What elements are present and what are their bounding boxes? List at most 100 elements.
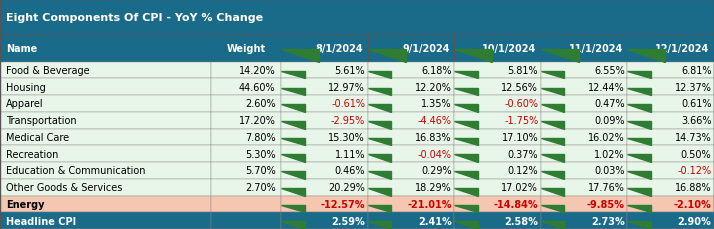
Bar <box>628 146 714 162</box>
Bar <box>541 179 628 196</box>
Polygon shape <box>541 138 564 146</box>
Bar <box>368 196 454 212</box>
Bar <box>368 79 454 96</box>
Bar <box>628 112 714 129</box>
Polygon shape <box>628 172 651 179</box>
Polygon shape <box>368 138 391 146</box>
Polygon shape <box>368 105 391 112</box>
Polygon shape <box>628 138 651 146</box>
Polygon shape <box>454 155 478 162</box>
Polygon shape <box>541 155 564 162</box>
Polygon shape <box>368 71 391 79</box>
Text: -0.12%: -0.12% <box>678 166 711 176</box>
Polygon shape <box>628 88 651 96</box>
Text: 0.12%: 0.12% <box>508 166 538 176</box>
Bar <box>281 96 368 112</box>
Bar <box>211 162 281 179</box>
Text: Energy: Energy <box>6 199 44 209</box>
Bar <box>368 212 454 229</box>
Polygon shape <box>628 155 651 162</box>
Text: 0.61%: 0.61% <box>681 99 711 109</box>
Polygon shape <box>454 138 478 146</box>
Bar <box>541 112 628 129</box>
Bar <box>211 146 281 162</box>
Bar <box>628 35 714 62</box>
Text: 11/1/2024: 11/1/2024 <box>569 44 623 54</box>
Text: 14.20%: 14.20% <box>238 66 276 76</box>
Polygon shape <box>454 221 478 229</box>
Bar <box>454 146 541 162</box>
Text: 7.80%: 7.80% <box>245 132 276 142</box>
Bar <box>628 212 714 229</box>
Text: 12.37%: 12.37% <box>675 82 711 92</box>
Text: -0.60%: -0.60% <box>504 99 538 109</box>
Polygon shape <box>541 88 564 96</box>
Polygon shape <box>628 221 651 229</box>
Text: 2.58%: 2.58% <box>504 216 538 226</box>
Text: Other Goods & Services: Other Goods & Services <box>6 182 122 192</box>
Text: -2.95%: -2.95% <box>331 116 365 126</box>
Polygon shape <box>368 88 391 96</box>
Bar <box>628 162 714 179</box>
Text: 12.44%: 12.44% <box>588 82 625 92</box>
Text: 3.66%: 3.66% <box>681 116 711 126</box>
Text: 5.81%: 5.81% <box>508 66 538 76</box>
Bar <box>368 146 454 162</box>
Bar <box>368 162 454 179</box>
Bar <box>281 112 368 129</box>
Bar <box>368 62 454 79</box>
Polygon shape <box>454 121 478 129</box>
Bar <box>281 212 368 229</box>
Polygon shape <box>281 50 319 62</box>
Text: -1.75%: -1.75% <box>504 116 538 126</box>
Bar <box>211 79 281 96</box>
Text: 17.10%: 17.10% <box>501 132 538 142</box>
Polygon shape <box>281 121 305 129</box>
Text: Apparel: Apparel <box>6 99 44 109</box>
Bar <box>454 62 541 79</box>
Polygon shape <box>541 105 564 112</box>
Text: 16.88%: 16.88% <box>675 182 711 192</box>
Bar <box>368 35 454 62</box>
Bar <box>0 179 211 196</box>
Text: Education & Communication: Education & Communication <box>6 166 145 176</box>
Text: 9/1/2024: 9/1/2024 <box>403 44 450 54</box>
Text: 2.73%: 2.73% <box>591 216 625 226</box>
Polygon shape <box>281 155 305 162</box>
Polygon shape <box>368 172 391 179</box>
Bar <box>454 129 541 146</box>
Bar <box>0 129 211 146</box>
Bar <box>541 196 628 212</box>
Bar <box>454 196 541 212</box>
Bar <box>0 96 211 112</box>
Bar <box>454 35 541 62</box>
Text: 1.35%: 1.35% <box>421 99 452 109</box>
Polygon shape <box>368 205 391 212</box>
Polygon shape <box>368 155 391 162</box>
Bar <box>281 129 368 146</box>
Bar <box>628 79 714 96</box>
Text: 2.70%: 2.70% <box>245 182 276 192</box>
Bar <box>541 79 628 96</box>
Bar <box>0 62 211 79</box>
Polygon shape <box>281 188 305 196</box>
Text: 16.02%: 16.02% <box>588 132 625 142</box>
Bar <box>541 146 628 162</box>
Bar <box>368 179 454 196</box>
Text: Eight Components Of CPI - YoY % Change: Eight Components Of CPI - YoY % Change <box>6 13 263 23</box>
Text: 20.29%: 20.29% <box>328 182 365 192</box>
Polygon shape <box>454 105 478 112</box>
Polygon shape <box>541 50 579 62</box>
Bar <box>454 112 541 129</box>
Bar <box>281 79 368 96</box>
Polygon shape <box>281 221 305 229</box>
Text: 17.02%: 17.02% <box>501 182 538 192</box>
Bar <box>454 79 541 96</box>
Text: 5.70%: 5.70% <box>245 166 276 176</box>
Text: 2.60%: 2.60% <box>245 99 276 109</box>
Bar <box>281 162 368 179</box>
Polygon shape <box>628 71 651 79</box>
Polygon shape <box>454 71 478 79</box>
Bar <box>0 35 211 62</box>
Polygon shape <box>454 205 478 212</box>
